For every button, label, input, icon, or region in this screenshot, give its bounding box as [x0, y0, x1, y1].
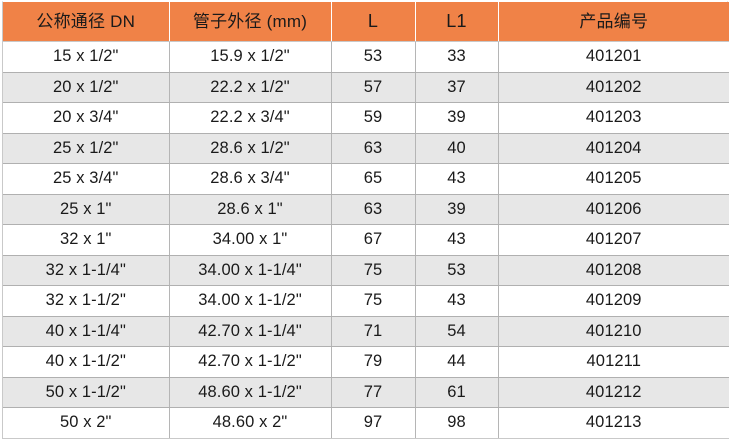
cell-nominal-diameter: 50 x 2" [3, 407, 170, 439]
cell-nominal-diameter: 15 x 1/2" [3, 41, 170, 73]
cell-l1: 40 [415, 133, 499, 164]
cell-pipe-outer-diameter: 34.00 x 1" [169, 224, 332, 256]
cell-l: 59 [331, 102, 416, 134]
table-row: 50 x 2" 48.60 x 2" 97 98 401213 [3, 407, 729, 439]
cell-l1: 44 [415, 346, 499, 378]
cell-product-code: 401209 [498, 285, 729, 317]
table-header-row: 公称通径 DN 管子外径 (mm) L L1 产品编号 [3, 2, 729, 42]
cell-l: 75 [331, 255, 416, 286]
column-header-pipe-outer-diameter: 管子外径 (mm) [169, 2, 332, 42]
cell-product-code: 401204 [498, 133, 729, 164]
cell-pipe-outer-diameter: 34.00 x 1-1/4" [169, 255, 332, 286]
table-row: 32 x 1" 34.00 x 1" 67 43 401207 [3, 224, 729, 256]
cell-nominal-diameter: 25 x 1/2" [3, 133, 170, 164]
cell-l: 63 [331, 194, 416, 225]
cell-pipe-outer-diameter: 48.60 x 2" [169, 407, 332, 439]
table-row: 20 x 1/2" 22.2 x 1/2" 57 37 401202 [3, 72, 729, 103]
cell-l1: 61 [415, 377, 499, 408]
table-row: 15 x 1/2" 15.9 x 1/2" 53 33 401201 [3, 41, 729, 73]
cell-l1: 39 [415, 102, 499, 134]
cell-pipe-outer-diameter: 22.2 x 3/4" [169, 102, 332, 134]
cell-l1: 53 [415, 255, 499, 286]
column-header-product-code: 产品编号 [498, 2, 729, 42]
cell-nominal-diameter: 40 x 1-1/2" [3, 346, 170, 378]
table-body: 15 x 1/2" 15.9 x 1/2" 53 33 401201 20 x … [3, 41, 729, 439]
cell-l: 53 [331, 41, 416, 73]
cell-pipe-outer-diameter: 15.9 x 1/2" [169, 41, 332, 73]
table-row: 25 x 1" 28.6 x 1" 63 39 401206 [3, 194, 729, 225]
cell-pipe-outer-diameter: 48.60 x 1-1/2" [169, 377, 332, 408]
cell-product-code: 401205 [498, 163, 729, 195]
cell-l1: 33 [415, 41, 499, 73]
cell-product-code: 401210 [498, 316, 729, 347]
cell-nominal-diameter: 25 x 1" [3, 194, 170, 225]
cell-l: 75 [331, 285, 416, 317]
cell-l1: 54 [415, 316, 499, 347]
table-row: 25 x 3/4" 28.6 x 3/4" 65 43 401205 [3, 163, 729, 195]
cell-product-code: 401202 [498, 72, 729, 103]
cell-pipe-outer-diameter: 42.70 x 1-1/4" [169, 316, 332, 347]
cell-nominal-diameter: 20 x 1/2" [3, 72, 170, 103]
cell-nominal-diameter: 32 x 1" [3, 224, 170, 256]
cell-l: 63 [331, 133, 416, 164]
cell-nominal-diameter: 32 x 1-1/4" [3, 255, 170, 286]
cell-product-code: 401213 [498, 407, 729, 439]
cell-product-code: 401201 [498, 41, 729, 73]
cell-pipe-outer-diameter: 28.6 x 1" [169, 194, 332, 225]
cell-l1: 39 [415, 194, 499, 225]
cell-pipe-outer-diameter: 22.2 x 1/2" [169, 72, 332, 103]
product-specification-table: 公称通径 DN 管子外径 (mm) L L1 产品编号 15 x 1/2" 15… [3, 2, 729, 439]
cell-nominal-diameter: 25 x 3/4" [3, 163, 170, 195]
cell-product-code: 401212 [498, 377, 729, 408]
cell-nominal-diameter: 32 x 1-1/2" [3, 285, 170, 317]
column-header-nominal-diameter: 公称通径 DN [3, 2, 170, 42]
cell-l1: 43 [415, 224, 499, 256]
table-row: 25 x 1/2" 28.6 x 1/2" 63 40 401204 [3, 133, 729, 164]
cell-product-code: 401207 [498, 224, 729, 256]
cell-l: 77 [331, 377, 416, 408]
table-row: 20 x 3/4" 22.2 x 3/4" 59 39 401203 [3, 102, 729, 134]
cell-l: 65 [331, 163, 416, 195]
cell-l1: 37 [415, 72, 499, 103]
cell-nominal-diameter: 50 x 1-1/2" [3, 377, 170, 408]
cell-nominal-diameter: 40 x 1-1/4" [3, 316, 170, 347]
column-header-l1: L1 [415, 2, 499, 42]
cell-l1: 43 [415, 285, 499, 317]
cell-product-code: 401208 [498, 255, 729, 286]
table-row: 32 x 1-1/4" 34.00 x 1-1/4" 75 53 401208 [3, 255, 729, 286]
cell-product-code: 401206 [498, 194, 729, 225]
cell-nominal-diameter: 20 x 3/4" [3, 102, 170, 134]
cell-l: 67 [331, 224, 416, 256]
cell-pipe-outer-diameter: 42.70 x 1-1/2" [169, 346, 332, 378]
table-header: 公称通径 DN 管子外径 (mm) L L1 产品编号 [3, 2, 729, 42]
cell-l1: 43 [415, 163, 499, 195]
cell-pipe-outer-diameter: 28.6 x 1/2" [169, 133, 332, 164]
table-row: 50 x 1-1/2" 48.60 x 1-1/2" 77 61 401212 [3, 377, 729, 408]
table-row: 40 x 1-1/4" 42.70 x 1-1/4" 71 54 401210 [3, 316, 729, 347]
table-row: 40 x 1-1/2" 42.70 x 1-1/2" 79 44 401211 [3, 346, 729, 378]
cell-l: 71 [331, 316, 416, 347]
column-header-l: L [331, 2, 416, 42]
cell-product-code: 401211 [498, 346, 729, 378]
cell-l: 79 [331, 346, 416, 378]
cell-pipe-outer-diameter: 34.00 x 1-1/2" [169, 285, 332, 317]
cell-product-code: 401203 [498, 102, 729, 134]
cell-l: 57 [331, 72, 416, 103]
cell-l: 97 [331, 407, 416, 439]
cell-l1: 98 [415, 407, 499, 439]
cell-pipe-outer-diameter: 28.6 x 3/4" [169, 163, 332, 195]
table-row: 32 x 1-1/2" 34.00 x 1-1/2" 75 43 401209 [3, 285, 729, 317]
